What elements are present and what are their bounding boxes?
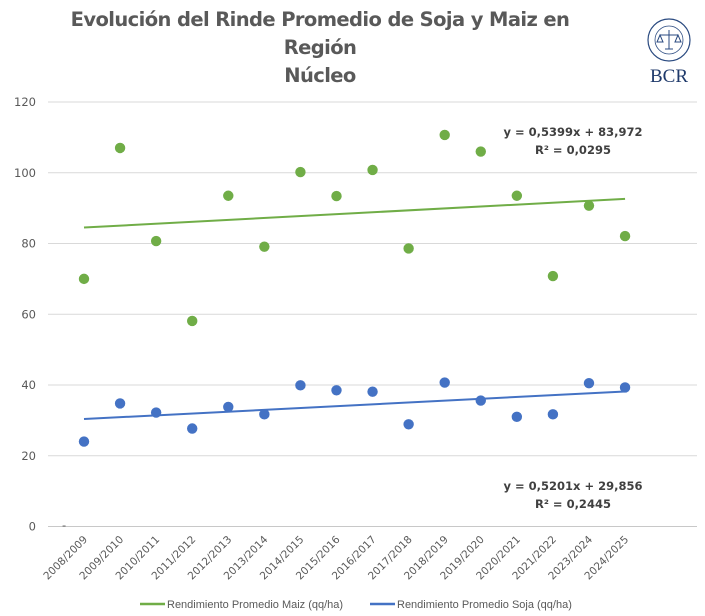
soja-point [583,378,595,389]
soja-point [511,411,523,423]
x-axis-ticks: 2008/20092009/20102010/20112011/20122012… [41,533,631,582]
data-points [78,129,631,447]
soja-r2: R² = 0,2445 [535,497,611,511]
soja-point [547,409,559,420]
maiz-point [295,166,306,178]
logo-scales-icon [656,30,682,50]
logo-seal-outer [647,18,691,62]
soja-point [439,377,450,388]
trendlines [83,197,626,421]
chart-title: Evolución del Rinde Promedio de Soja y M… [60,6,580,90]
y-axis-ticks: 0 20 40 60 80 100 120 [14,95,36,534]
logo-seal-inner [654,25,684,55]
soja-point [259,409,270,420]
y-tick-label: 40 [21,378,36,392]
maiz-point [114,142,126,154]
soja-point [187,423,198,434]
soja-point [403,419,414,430]
maiz-point [331,190,342,202]
maiz-equation: y = 0,5399x + 83,972 [504,125,643,139]
soja-trendline [83,390,626,421]
y-tick-label: 20 [21,449,36,463]
soja-equation: y = 0,5201x + 29,856 [504,479,643,493]
soja-point [475,395,486,406]
soja-point [78,436,90,447]
maiz-point [583,200,595,211]
soja-point [114,398,126,409]
chart-title-line-2: Núcleo [284,64,356,87]
y-tick-label: 80 [21,237,36,251]
maiz-point [547,270,559,282]
maiz-point [150,235,162,247]
y-tick-label: 0 [29,520,36,534]
soja-point [331,385,342,396]
chart-title-line-1: Evolución del Rinde Promedio de Soja y M… [70,8,570,59]
maiz-point [511,190,523,201]
soja-point [295,380,306,391]
maiz-point [475,146,486,157]
legend-soja-label: Rendimiento Promedio Soja (qq/ha) [397,599,572,611]
maiz-point [259,241,270,252]
soja-point [367,386,378,397]
legend-maiz-label: Rendimiento Promedio Maiz (qq/ha) [167,599,343,611]
maiz-point [78,273,90,285]
y-tick-label: 60 [21,307,36,321]
legend: Rendimiento Promedio Maiz (qq/ha) Rendim… [140,599,572,611]
maiz-point [439,129,450,141]
maiz-point [403,243,414,254]
soja-point [223,401,234,413]
soja-point [150,407,162,418]
trendline-equations: y = 0,5399x + 83,972 R² = 0,0295 y = 0,5… [504,125,643,511]
maiz-point [619,230,631,242]
soja-point [619,382,631,393]
y-tick-label: 120 [14,95,36,109]
y-tick-label: 100 [14,166,36,180]
logo-text: BCR [650,66,688,87]
maiz-point [367,164,378,176]
axis-marker: - [62,518,66,532]
maiz-r2: R² = 0,0295 [535,143,611,157]
maiz-point [223,190,234,201]
maiz-trendline [83,197,626,229]
maiz-point [187,315,198,327]
bcr-logo: BCR [647,18,691,87]
